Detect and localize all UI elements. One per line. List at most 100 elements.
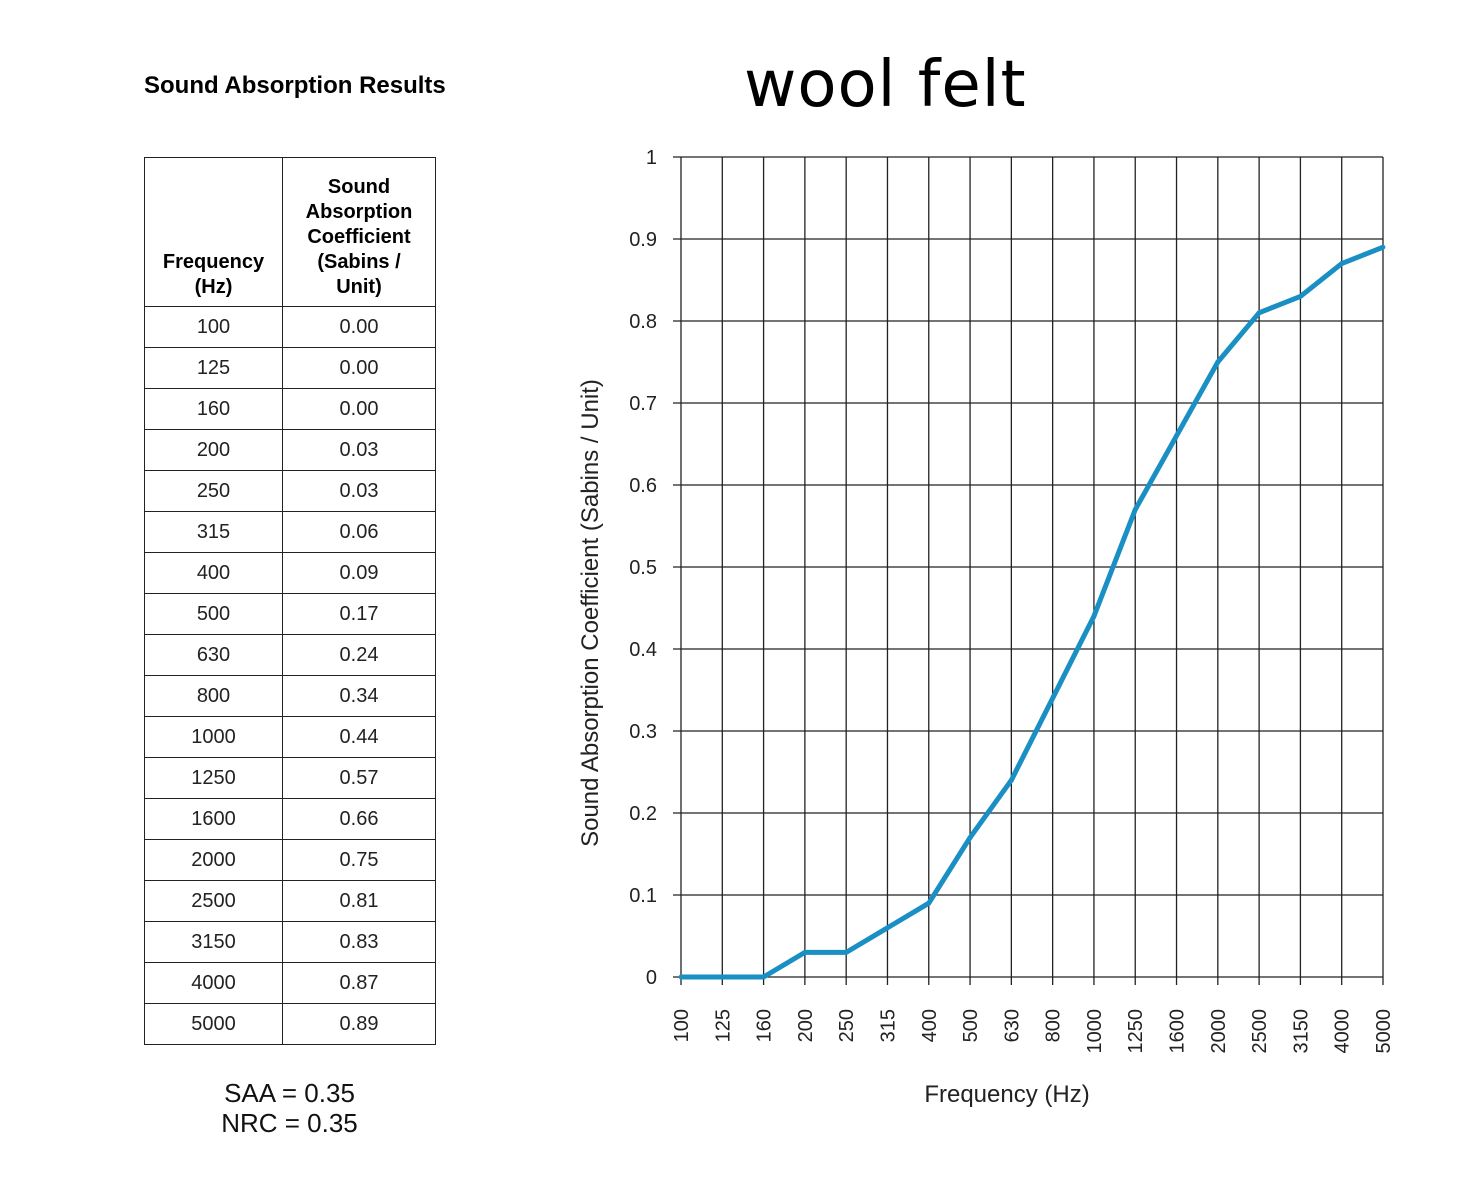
x-axis-label: Frequency (Hz)	[924, 1081, 1089, 1108]
y-tick-labels: 0 0.1 0.2 0.3 0.4 0.5 0.6 0.7 0.8 0.9 1	[629, 147, 657, 989]
coefficient-cell: 0.81	[282, 880, 436, 922]
x-tick-label: 100	[671, 1009, 693, 1042]
x-tick-label: 1600	[1167, 1009, 1189, 1054]
coefficient-cell: 0.66	[282, 798, 436, 840]
table-row: 1600 0.66	[144, 798, 436, 840]
data-point	[843, 950, 849, 955]
table-row: 4000 0.87	[144, 962, 436, 1004]
x-tick-label: 5000	[1373, 1009, 1395, 1054]
x-tick-label: 3150	[1290, 1009, 1312, 1054]
coefficient-cell: 0.09	[282, 552, 436, 594]
data-point	[1215, 359, 1221, 365]
y-tick-label: 0.5	[629, 557, 657, 579]
y-tick-label: 0.3	[629, 721, 657, 743]
frequency-cell: 160	[144, 388, 283, 430]
table-title: Sound Absorption Results	[144, 72, 446, 99]
data-point	[761, 974, 766, 980]
coefficient-cell: 0.00	[282, 306, 436, 348]
table-row: 160 0.00	[144, 388, 436, 430]
x-tick-label: 2000	[1208, 1009, 1230, 1054]
coefficient-cell: 0.03	[282, 429, 436, 471]
y-tick-label: 0.9	[629, 229, 657, 251]
y-axis-label: Sound Absorption Coefficient (Sabins / U…	[577, 379, 604, 847]
coefficient-cell: 0.00	[282, 388, 436, 430]
frequency-cell: 200	[144, 429, 283, 471]
saa-value: SAA = 0.35	[224, 1078, 355, 1108]
y-tick-label: 0.4	[629, 639, 657, 661]
table-row: 315 0.06	[144, 511, 436, 553]
data-point	[1132, 507, 1138, 512]
data-point	[1380, 244, 1386, 250]
y-tick-label: 0.7	[629, 393, 657, 415]
x-tick-label: 200	[795, 1009, 817, 1042]
table-row: 2500 0.81	[144, 880, 436, 922]
absorption-table: Frequency (Hz) Sound Absorption Coefficient…	[144, 157, 436, 1045]
x-tick-label: 1000	[1084, 1009, 1106, 1054]
data-point	[1339, 261, 1345, 266]
data-point	[885, 925, 890, 931]
coefficient-cell: 0.06	[282, 511, 436, 553]
x-tick-label: 2500	[1249, 1009, 1271, 1054]
coefficient-cell: 0.03	[282, 470, 436, 512]
table-row: 100 0.00	[144, 306, 436, 348]
coefficient-cell: 0.34	[282, 675, 436, 717]
frequency-cell: 400	[144, 552, 283, 594]
y-tick-label: 0.8	[629, 311, 657, 333]
header-coefficient: Sound Absorption Coefficient (Sabins / Unit)	[282, 157, 436, 307]
x-tick-label: 800	[1043, 1009, 1065, 1042]
table-row: 500 0.17	[144, 593, 436, 635]
coefficient-cell: 0.89	[282, 1003, 436, 1045]
table-row: 1250 0.57	[144, 757, 436, 799]
y-tick-label: 0	[646, 967, 657, 989]
header-frequency: Frequency (Hz)	[144, 157, 283, 307]
data-point	[1091, 613, 1097, 619]
x-tick-label: 125	[712, 1009, 734, 1042]
frequency-cell: 500	[144, 593, 283, 635]
chart-title: wool felt	[744, 48, 1027, 122]
x-tick-label: 4000	[1332, 1009, 1354, 1054]
frequency-cell: 100	[144, 306, 283, 348]
x-tick-label: 250	[836, 1009, 858, 1042]
y-tick-label: 0.2	[629, 803, 657, 825]
frequency-cell: 800	[144, 675, 283, 717]
data-point	[802, 950, 808, 955]
coefficient-cell: 0.75	[282, 839, 436, 881]
frequency-cell: 1250	[144, 757, 283, 799]
frequency-cell: 4000	[144, 962, 283, 1004]
frequency-cell: 2000	[144, 839, 283, 881]
data-point	[926, 900, 932, 906]
frequency-cell: 250	[144, 470, 283, 512]
table-row: 2000 0.75	[144, 839, 436, 881]
frequency-cell: 3150	[144, 921, 283, 963]
table-row: 125 0.00	[144, 347, 436, 389]
y-tick-label: 0.1	[629, 885, 657, 907]
x-tick-label: 1250	[1125, 1009, 1147, 1054]
data-point	[1008, 777, 1014, 783]
coefficient-cell: 0.57	[282, 757, 436, 799]
chart-grid	[673, 156, 1384, 985]
data-point	[678, 974, 684, 980]
table-row: 800 0.34	[144, 675, 436, 717]
x-tick-label: 630	[1001, 1009, 1023, 1042]
table-row: 400 0.09	[144, 552, 436, 594]
data-point	[1256, 310, 1262, 316]
series-line	[681, 244, 1384, 980]
table-row: 200 0.03	[144, 429, 436, 471]
data-point	[719, 974, 725, 980]
frequency-cell: 315	[144, 511, 283, 553]
x-tick-label: 500	[960, 1009, 982, 1042]
coefficient-cell: 0.00	[282, 347, 436, 389]
data-point	[1050, 695, 1056, 701]
chart-series	[678, 244, 1386, 980]
x-tick-label: 400	[919, 1009, 941, 1042]
x-tick-labels: 100 125 160 200 250 315 400 500 630 800 1000 1250 16…	[671, 1009, 1395, 1054]
x-tick-label: 315	[877, 1009, 899, 1042]
nrc-value: NRC = 0.35	[221, 1108, 358, 1138]
data-point	[1298, 294, 1303, 299]
table-header-row: Frequency (Hz) Sound Absorption Coefficient…	[144, 157, 436, 307]
table-row: 5000 0.89	[144, 1003, 436, 1045]
data-point	[1174, 433, 1179, 439]
frequency-cell: 5000	[144, 1003, 283, 1045]
y-tick-label: 0.6	[629, 475, 657, 497]
